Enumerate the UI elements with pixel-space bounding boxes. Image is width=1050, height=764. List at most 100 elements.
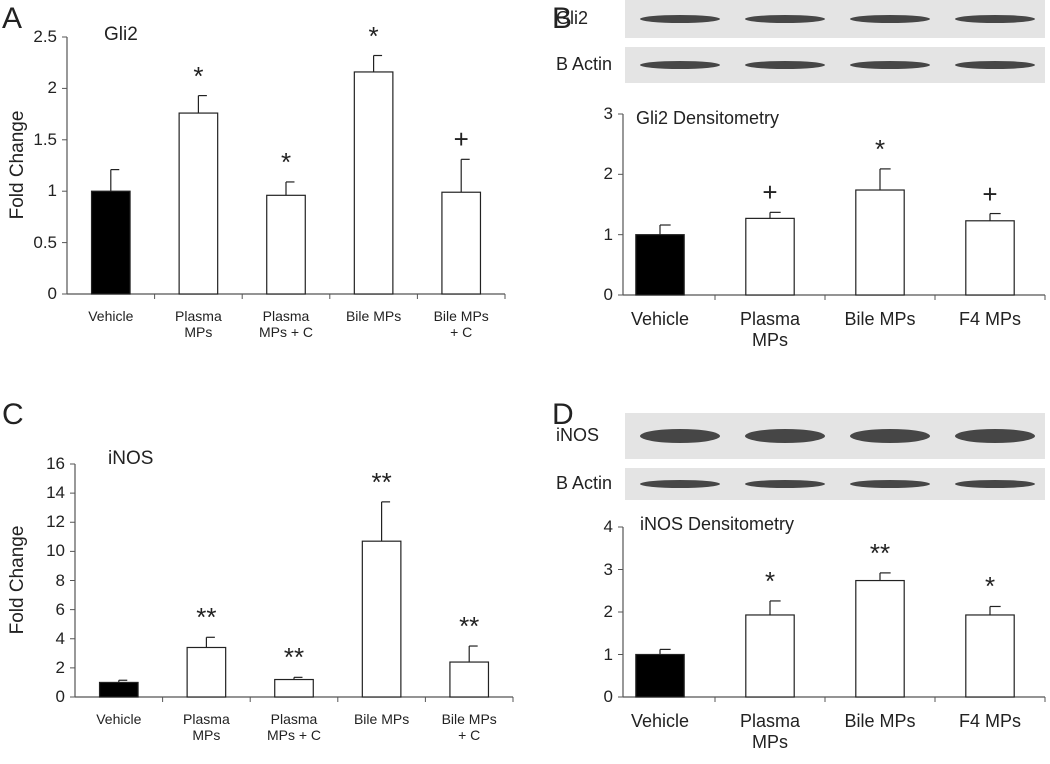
y-tick-label: 3 bbox=[603, 104, 613, 123]
y-tick-label: 2 bbox=[55, 657, 65, 677]
chart-title: iNOS bbox=[108, 448, 154, 469]
blot-label: iNOS bbox=[556, 425, 600, 445]
bar bbox=[266, 194, 306, 295]
x-tick-label: Plasma MPs bbox=[739, 711, 801, 752]
bar bbox=[178, 112, 219, 295]
x-tick-label: Plasma MPs + C bbox=[266, 711, 322, 744]
blot-label: B Actin bbox=[556, 54, 613, 74]
bar bbox=[186, 646, 227, 698]
significance-label: + bbox=[762, 177, 778, 208]
bar bbox=[90, 190, 131, 295]
y-tick-label: 2 bbox=[47, 78, 57, 98]
blot-band bbox=[745, 480, 825, 488]
y-tick-label: 0 bbox=[603, 285, 613, 304]
y-tick-label: 12 bbox=[46, 512, 65, 532]
y-tick-label: 8 bbox=[55, 570, 65, 590]
blot-band bbox=[640, 61, 720, 69]
x-tick-label: Bile MPs + C bbox=[441, 711, 497, 744]
x-tick-label: Vehicle bbox=[96, 711, 142, 727]
blot-band bbox=[640, 480, 720, 488]
y-tick-label: 1 bbox=[47, 181, 57, 201]
blot-band bbox=[955, 15, 1035, 23]
significance-label: ** bbox=[869, 537, 891, 568]
bar bbox=[274, 678, 314, 698]
y-tick-label: 0 bbox=[55, 687, 65, 706]
blot-band bbox=[955, 480, 1035, 488]
x-tick-label: Bile MPs bbox=[844, 309, 916, 329]
y-tick-label: 14 bbox=[46, 483, 65, 503]
bar bbox=[745, 614, 795, 698]
x-tick-label: F4 MPs bbox=[958, 309, 1021, 329]
chart-title: iNOS Densitometry bbox=[640, 514, 795, 534]
significance-label: ** bbox=[283, 642, 305, 673]
x-tick-label: Plasma MPs bbox=[183, 711, 230, 744]
significance-label: * bbox=[193, 60, 204, 91]
significance-label: * bbox=[764, 565, 776, 596]
x-tick-label: Bile MPs bbox=[345, 308, 402, 324]
y-tick-label: 6 bbox=[55, 599, 65, 619]
y-tick-label: 2.5 bbox=[33, 27, 57, 46]
blot-band bbox=[850, 15, 930, 23]
y-tick-label: 16 bbox=[46, 454, 65, 473]
significance-label: * bbox=[984, 571, 996, 602]
y-axis-label: Fold Change bbox=[7, 110, 29, 220]
y-tick-label: 0.5 bbox=[33, 232, 57, 252]
blot-band bbox=[745, 429, 825, 443]
blot-band bbox=[955, 61, 1035, 69]
panel-letter: B bbox=[552, 2, 573, 35]
blot-label: B Actin bbox=[556, 473, 613, 493]
significance-label: + bbox=[982, 178, 998, 209]
blot-band bbox=[850, 429, 930, 443]
x-tick-label: Bile MPs bbox=[353, 711, 410, 727]
y-tick-label: 1 bbox=[603, 224, 613, 244]
x-tick-label: Vehicle bbox=[630, 309, 690, 329]
bar bbox=[745, 217, 795, 296]
y-tick-label: 2 bbox=[603, 602, 613, 621]
bar bbox=[965, 614, 1015, 698]
x-tick-label: Plasma MPs + C bbox=[258, 308, 314, 341]
blot-band bbox=[745, 61, 825, 69]
x-tick-label: Vehicle bbox=[630, 711, 690, 731]
y-tick-label: 1.5 bbox=[33, 129, 57, 149]
x-tick-label: Vehicle bbox=[88, 308, 134, 324]
blot-band bbox=[640, 15, 720, 23]
bar bbox=[353, 71, 394, 295]
chart-title: Gli2 bbox=[104, 24, 138, 45]
y-tick-label: 1 bbox=[603, 644, 613, 664]
bar bbox=[965, 220, 1015, 296]
bar bbox=[98, 681, 139, 698]
panel-letter: C bbox=[2, 398, 24, 431]
y-tick-label: 4 bbox=[55, 628, 65, 648]
y-tick-label: 4 bbox=[603, 517, 613, 536]
significance-label: ** bbox=[371, 466, 392, 497]
significance-label: * bbox=[280, 146, 292, 177]
blot-band bbox=[850, 61, 930, 69]
significance-label: * bbox=[874, 133, 886, 164]
blot-band bbox=[850, 480, 930, 488]
panel-letter: A bbox=[2, 2, 23, 35]
blot-band bbox=[955, 429, 1035, 443]
blot-band bbox=[640, 429, 720, 443]
x-tick-label: Bile MPs bbox=[844, 711, 916, 731]
y-tick-label: 0 bbox=[603, 687, 613, 706]
bar bbox=[855, 579, 905, 698]
x-tick-label: Plasma MPs bbox=[175, 308, 222, 341]
x-tick-label: Plasma MPs bbox=[739, 309, 801, 350]
chart-title: Gli2 Densitometry bbox=[636, 108, 780, 128]
y-tick-label: 0 bbox=[47, 284, 57, 303]
bar bbox=[635, 234, 685, 296]
bar bbox=[855, 189, 905, 296]
y-tick-label: 3 bbox=[603, 559, 613, 579]
bar bbox=[635, 653, 685, 698]
bar bbox=[361, 540, 402, 698]
blot-label: Gli2 bbox=[556, 8, 589, 28]
x-tick-label: Bile MPs + C bbox=[433, 308, 489, 341]
significance-label: ** bbox=[196, 602, 217, 633]
bar bbox=[449, 661, 490, 698]
panel-letter: D bbox=[552, 398, 574, 431]
blot-band bbox=[745, 15, 825, 23]
bar bbox=[441, 191, 482, 295]
x-tick-label: F4 MPs bbox=[958, 711, 1021, 731]
